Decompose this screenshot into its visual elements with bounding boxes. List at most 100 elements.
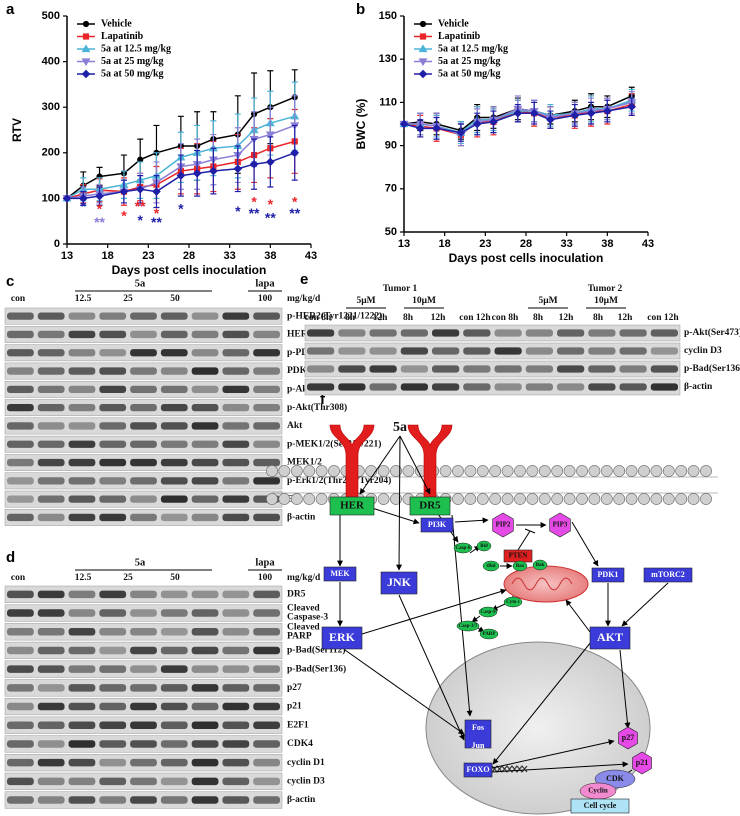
node-label: PDK1 xyxy=(598,570,619,579)
node-box xyxy=(570,798,630,814)
row-label: Cleaved xyxy=(287,604,320,614)
blot-band xyxy=(7,684,34,692)
blot-band xyxy=(7,312,34,320)
panel-label: b xyxy=(356,1,365,18)
blot-band xyxy=(37,440,65,448)
column-label: con xyxy=(11,294,26,304)
arrow xyxy=(619,649,631,729)
blot-band xyxy=(99,646,127,655)
marker xyxy=(418,58,428,67)
blot-band xyxy=(253,740,280,748)
blot-band xyxy=(253,590,280,599)
row-label: p-Bad(Ser136) xyxy=(684,363,740,374)
y-tick-label: 500 xyxy=(42,10,60,22)
blot-band xyxy=(525,347,553,355)
column-label: 50 xyxy=(170,294,180,304)
blot-band xyxy=(222,796,250,804)
significance-mark: * xyxy=(81,198,87,214)
node-label: HER xyxy=(340,500,365,512)
arrow xyxy=(491,761,629,773)
blot-band xyxy=(99,349,127,357)
row-label: β-actin xyxy=(287,795,316,805)
x-tick-label: 18 xyxy=(102,250,114,262)
x-tick-label: 23 xyxy=(142,250,154,262)
blot-band xyxy=(253,477,280,485)
blot-band xyxy=(191,513,219,522)
blot-band xyxy=(650,365,678,373)
blot-strip xyxy=(4,660,283,678)
unit-label: mg/kg/d xyxy=(287,294,321,304)
legend-label: Vehicle xyxy=(438,18,469,29)
blot-band xyxy=(222,330,250,339)
blot-band xyxy=(463,347,491,355)
blot-band xyxy=(160,513,188,522)
blot-band xyxy=(494,329,522,337)
blot-band xyxy=(130,758,157,767)
node-label: PTEN xyxy=(509,552,528,560)
significance-mark: * xyxy=(251,194,257,210)
blot-band xyxy=(68,721,96,729)
lipid xyxy=(303,465,316,477)
significance-mark: * xyxy=(178,201,184,217)
blot-band xyxy=(338,347,366,355)
blot-band xyxy=(191,758,219,767)
marker xyxy=(95,191,104,201)
blot-band xyxy=(130,367,157,375)
row-label: MEK1/2 xyxy=(287,458,322,468)
row-label: Cleaved xyxy=(287,622,320,632)
blot-band xyxy=(253,628,280,636)
blot-band xyxy=(130,665,157,673)
node-label: Casp-3/7 xyxy=(459,624,478,629)
lipid xyxy=(613,493,626,505)
row-label: E2F1 xyxy=(287,720,309,730)
x-tick-label: 38 xyxy=(264,250,276,262)
row-label: HER2 xyxy=(287,330,313,340)
blot-band xyxy=(160,495,188,503)
lipid xyxy=(613,465,626,477)
lipid xyxy=(501,465,514,477)
marker xyxy=(192,169,202,178)
blot-band xyxy=(37,513,65,522)
blot-band xyxy=(7,796,34,804)
row-label: cyclin D1 xyxy=(287,758,325,768)
arrow xyxy=(621,582,669,627)
blot-band xyxy=(253,385,280,394)
blot-band xyxy=(222,702,250,711)
lipid xyxy=(464,493,477,505)
blot-band xyxy=(68,702,96,711)
marker xyxy=(209,166,218,176)
y-tick-label: 400 xyxy=(42,56,60,68)
mitochondrion xyxy=(503,565,589,603)
row-label: p-Akt(Ser473) xyxy=(684,327,740,338)
node-label: Casp-9 xyxy=(480,610,496,615)
blot-band xyxy=(7,777,34,786)
significance-mark: * xyxy=(121,207,127,223)
lipid xyxy=(315,493,328,505)
blot-band xyxy=(37,422,65,430)
y-axis-label: RTV xyxy=(10,118,24,142)
blot-band xyxy=(253,665,280,673)
blot-band xyxy=(432,329,460,337)
significance-mark: * xyxy=(292,194,298,210)
blot-band xyxy=(222,513,250,522)
blot-band xyxy=(37,777,65,786)
legend-label: Lapatinib xyxy=(101,31,144,42)
blot-band xyxy=(222,777,250,786)
blot-band xyxy=(525,365,553,373)
dose-label: 5μM xyxy=(538,296,557,306)
blot-strip xyxy=(4,604,283,622)
node-blob xyxy=(453,542,473,554)
blot-band xyxy=(222,721,250,729)
blot-band xyxy=(7,721,34,729)
node-label: tBid xyxy=(486,564,495,569)
blot-band xyxy=(557,383,585,391)
blot-band xyxy=(191,740,219,748)
blot-band xyxy=(130,777,157,786)
marker xyxy=(81,69,91,79)
blot-band xyxy=(222,403,250,412)
blot-band xyxy=(160,721,188,729)
lipid xyxy=(315,465,328,477)
blot-band xyxy=(130,312,157,320)
blot-band xyxy=(650,383,678,391)
blot-band xyxy=(99,422,127,430)
